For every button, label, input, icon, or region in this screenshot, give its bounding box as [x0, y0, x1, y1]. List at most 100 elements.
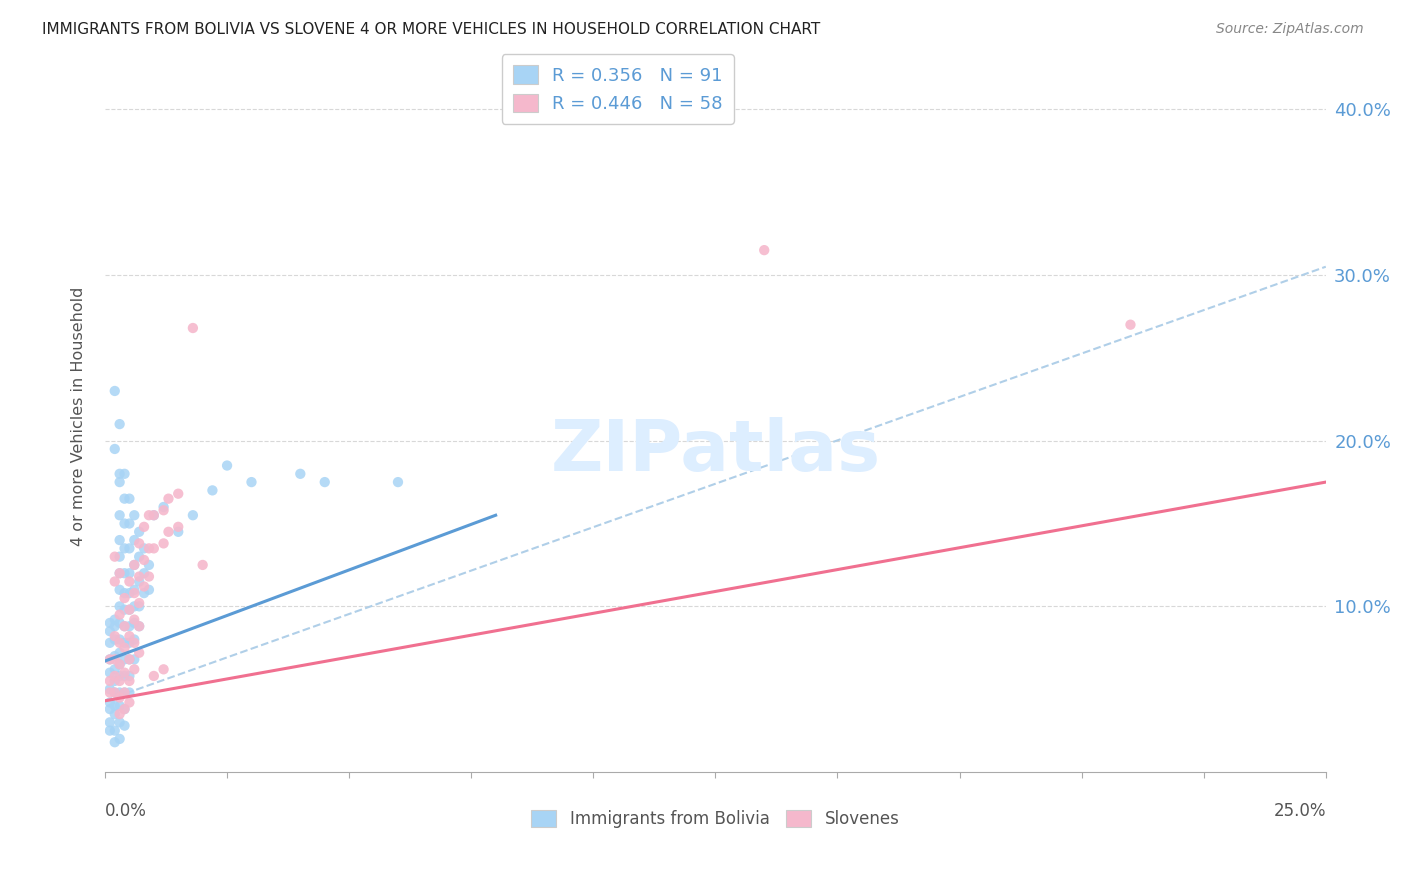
Point	[124, 533, 146, 547]
Point	[132, 566, 155, 581]
Point	[114, 586, 136, 600]
Point	[108, 673, 131, 688]
Point	[104, 629, 127, 643]
Point	[104, 662, 127, 676]
Point	[124, 632, 146, 647]
Point	[108, 582, 131, 597]
Point	[114, 566, 136, 581]
Point	[108, 615, 131, 630]
Point	[108, 566, 131, 581]
Point	[108, 657, 131, 672]
Point	[104, 442, 127, 456]
Point	[118, 652, 141, 666]
Point	[98, 652, 121, 666]
Point	[118, 574, 141, 589]
Point	[181, 508, 204, 523]
Point	[98, 652, 121, 666]
Point	[201, 483, 224, 498]
Point	[128, 619, 150, 633]
Point	[108, 549, 131, 564]
Point	[104, 652, 127, 666]
Point	[132, 553, 155, 567]
Point	[124, 652, 146, 666]
Text: Source: ZipAtlas.com: Source: ZipAtlas.com	[1216, 22, 1364, 37]
Point	[142, 508, 165, 523]
Point	[142, 541, 165, 556]
Point	[754, 243, 776, 257]
Point	[128, 646, 150, 660]
Point	[108, 669, 131, 683]
Point	[118, 652, 141, 666]
Point	[132, 520, 155, 534]
Point	[132, 586, 155, 600]
Text: ZIPatlas: ZIPatlas	[550, 417, 880, 486]
Point	[114, 665, 136, 680]
Point	[114, 602, 136, 616]
Point	[128, 574, 150, 589]
Point	[138, 582, 160, 597]
Point	[114, 636, 136, 650]
Point	[98, 673, 121, 688]
Point	[157, 524, 180, 539]
Point	[138, 558, 160, 572]
Point	[118, 685, 141, 699]
Point	[108, 698, 131, 713]
Point	[98, 696, 121, 710]
Point	[114, 685, 136, 699]
Point	[104, 735, 127, 749]
Point	[128, 619, 150, 633]
Point	[104, 632, 127, 647]
Text: IMMIGRANTS FROM BOLIVIA VS SLOVENE 4 OR MORE VEHICLES IN HOUSEHOLD CORRELATION C: IMMIGRANTS FROM BOLIVIA VS SLOVENE 4 OR …	[42, 22, 821, 37]
Point	[108, 657, 131, 672]
Point	[104, 384, 127, 398]
Point	[142, 669, 165, 683]
Point	[108, 467, 131, 481]
Point	[128, 596, 150, 610]
Point	[98, 685, 121, 699]
Point	[128, 569, 150, 583]
Point	[290, 467, 312, 481]
Point	[114, 467, 136, 481]
Point	[104, 685, 127, 699]
Point	[157, 491, 180, 506]
Point	[128, 536, 150, 550]
Point	[108, 685, 131, 699]
Point	[104, 669, 127, 683]
Point	[138, 541, 160, 556]
Point	[108, 533, 131, 547]
Point	[124, 613, 146, 627]
Point	[118, 619, 141, 633]
Point	[104, 549, 127, 564]
Point	[124, 615, 146, 630]
Point	[114, 541, 136, 556]
Point	[152, 503, 174, 517]
Point	[114, 619, 136, 633]
Legend: Immigrants from Bolivia, Slovenes: Immigrants from Bolivia, Slovenes	[524, 804, 905, 835]
Text: 25.0%: 25.0%	[1274, 802, 1326, 820]
Point	[108, 599, 131, 614]
Point	[104, 707, 127, 722]
Point	[138, 569, 160, 583]
Point	[104, 723, 127, 738]
Point	[314, 475, 336, 489]
Point	[118, 541, 141, 556]
Point	[108, 632, 131, 647]
Point	[108, 417, 131, 431]
Point	[98, 624, 121, 639]
Point	[98, 665, 121, 680]
Point	[104, 698, 127, 713]
Point	[118, 586, 141, 600]
Point	[118, 566, 141, 581]
Point	[108, 636, 131, 650]
Point	[108, 566, 131, 581]
Point	[118, 673, 141, 688]
Point	[118, 629, 141, 643]
Point	[128, 524, 150, 539]
Point	[167, 520, 190, 534]
Point	[104, 649, 127, 664]
Point	[118, 602, 141, 616]
Point	[114, 702, 136, 716]
Point	[167, 486, 190, 500]
Point	[124, 586, 146, 600]
Point	[124, 582, 146, 597]
